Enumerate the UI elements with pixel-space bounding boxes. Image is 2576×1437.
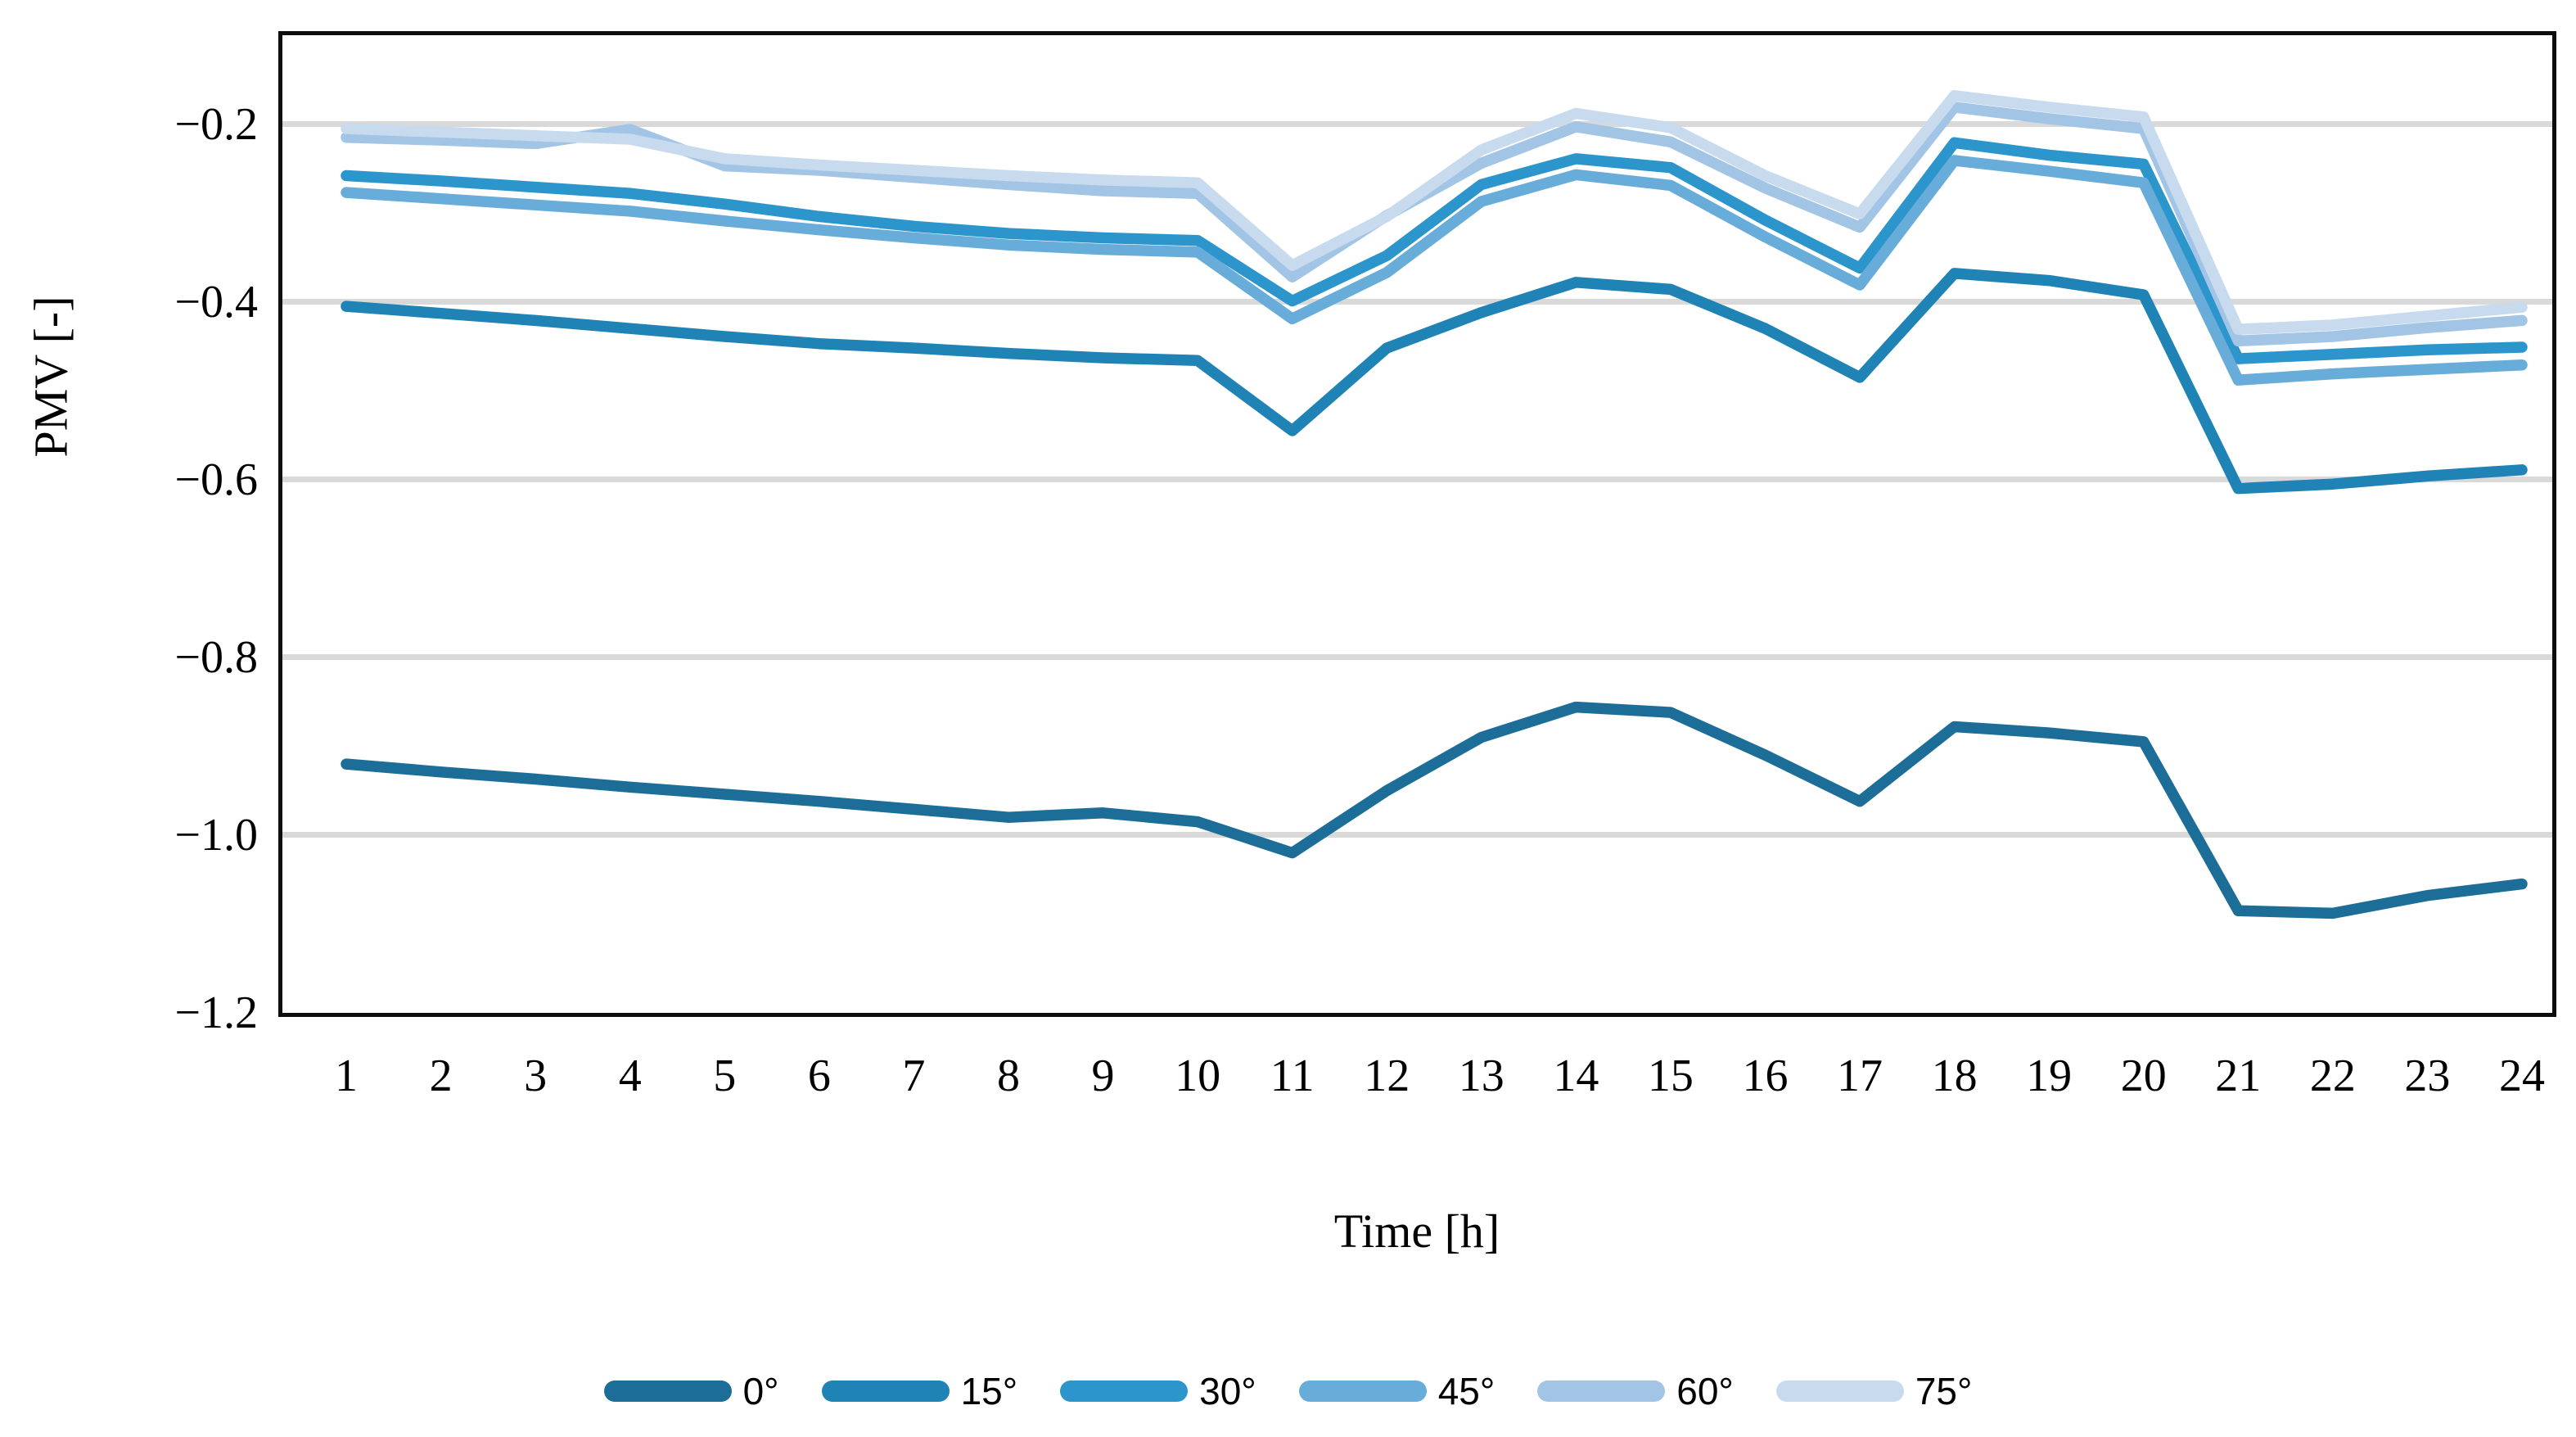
series-line-30deg xyxy=(341,137,2528,364)
legend-label: 15° xyxy=(960,1370,1018,1412)
legend-label: 30° xyxy=(1199,1370,1256,1412)
legend-swatch xyxy=(821,1381,950,1402)
x-tick-label: 7 xyxy=(902,1051,926,1101)
x-tick-label: 16 xyxy=(1742,1051,1789,1101)
legend-label: 75° xyxy=(1915,1370,1973,1412)
legend-item-15deg: 15° xyxy=(821,1369,1018,1413)
x-tick-label: 21 xyxy=(2215,1051,2262,1101)
y-tick-label: −1.2 xyxy=(174,987,258,1038)
y-tick-label: −0.4 xyxy=(174,276,258,328)
x-tick-label: 4 xyxy=(618,1051,642,1101)
x-tick-label: 12 xyxy=(1364,1051,1410,1101)
x-tick-label: 17 xyxy=(1837,1051,1884,1101)
x-tick-label: 24 xyxy=(2498,1051,2545,1101)
series-line-45deg xyxy=(341,155,2528,386)
gridline xyxy=(282,654,2552,661)
x-tick-label: 15 xyxy=(1647,1051,1694,1101)
y-tick-label: −0.8 xyxy=(174,631,258,683)
x-tick-label: 2 xyxy=(429,1051,453,1101)
x-tick-label: 11 xyxy=(1270,1051,1315,1101)
series-line-75deg xyxy=(341,90,2528,336)
legend-item-0deg: 0° xyxy=(603,1369,779,1413)
legend-swatch xyxy=(1537,1381,1666,1402)
y-tick-label: −0.6 xyxy=(174,454,258,505)
series-line-15deg xyxy=(341,268,2528,495)
y-tick-label: −1.0 xyxy=(174,809,258,861)
x-tick-label: 13 xyxy=(1458,1051,1505,1101)
legend-item-30deg: 30° xyxy=(1060,1369,1256,1413)
legend-label: 45° xyxy=(1437,1370,1496,1412)
gridline xyxy=(282,477,2552,483)
gridline xyxy=(282,299,2552,305)
legend-swatch xyxy=(603,1381,732,1402)
x-tick-label: 1 xyxy=(335,1051,358,1101)
series-lines xyxy=(341,90,2528,920)
x-tick-label: 14 xyxy=(1553,1051,1599,1101)
x-tick-label: 8 xyxy=(996,1051,1020,1101)
x-tick-label: 22 xyxy=(2309,1051,2356,1101)
legend-label: 60° xyxy=(1676,1370,1734,1412)
y-tick-label: −0.2 xyxy=(174,98,258,150)
legend-item-45deg: 45° xyxy=(1298,1369,1496,1413)
x-tick-label: 10 xyxy=(1175,1051,1221,1101)
legend-item-75deg: 75° xyxy=(1775,1369,1973,1413)
x-tick-label: 9 xyxy=(1091,1051,1115,1101)
legend: 0° 15° 30° 45° 60° 75° xyxy=(0,1369,2576,1413)
x-tick-label: 23 xyxy=(2404,1051,2451,1101)
legend-swatch xyxy=(1298,1381,1427,1402)
gridline xyxy=(282,121,2552,128)
plot-area xyxy=(278,31,2556,1017)
x-tick-label: 5 xyxy=(713,1051,737,1101)
legend-label: 0° xyxy=(742,1370,779,1412)
legend-swatch xyxy=(1775,1381,1904,1402)
legend-item-60deg: 60° xyxy=(1537,1369,1734,1413)
gridline xyxy=(282,832,2552,838)
x-tick-label: 18 xyxy=(1931,1051,1978,1101)
x-tick-label: 6 xyxy=(807,1051,831,1101)
x-tick-label: 20 xyxy=(2120,1051,2167,1101)
x-tick-label: 19 xyxy=(2026,1051,2073,1101)
series-line-0deg xyxy=(341,701,2528,920)
legend-swatch xyxy=(1060,1381,1189,1402)
x-axis-title: Time [h] xyxy=(1333,1204,1500,1258)
x-tick-label: 3 xyxy=(524,1051,548,1101)
